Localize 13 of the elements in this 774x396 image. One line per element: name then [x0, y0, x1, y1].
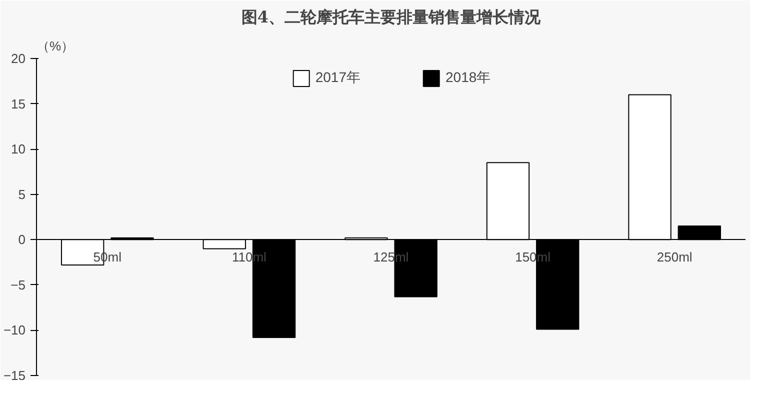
y-tick-label: −10	[3, 322, 26, 338]
y-tick-label: 20	[11, 51, 26, 66]
chart-title: 图4、二轮摩托车主要排量销售量增长情况	[241, 8, 542, 26]
legend-label: 2017年	[315, 69, 360, 87]
y-tick-label: 15	[11, 96, 26, 112]
y-axis-title: （%）	[36, 38, 74, 54]
y-tick-label: 5	[18, 186, 26, 202]
x-tick-label: 250ml	[656, 250, 692, 265]
y-tick-label: −15	[3, 368, 26, 383]
legend-label: 2018年	[446, 69, 491, 87]
y-tick-label: −5	[10, 277, 26, 292]
y-tick-label: 0	[18, 232, 26, 248]
y-tick-label: 10	[11, 142, 26, 157]
